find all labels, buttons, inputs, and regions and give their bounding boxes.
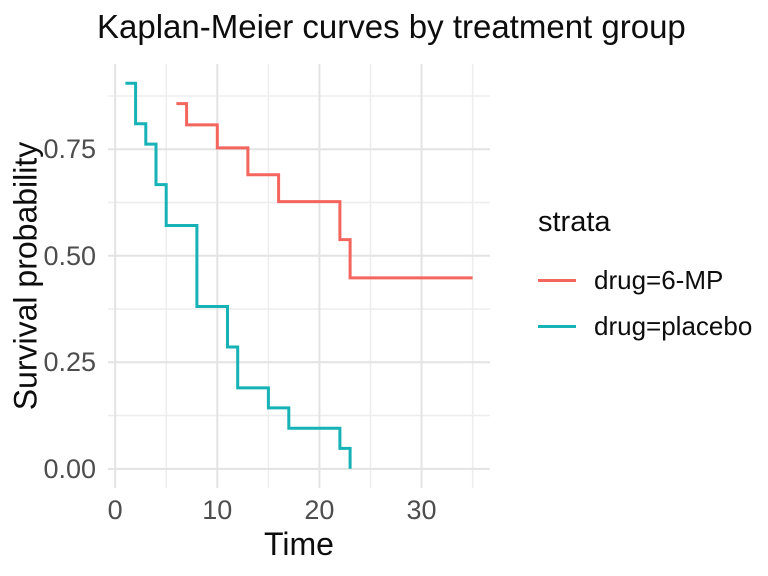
series-line-drug-6-MP [176,102,473,280]
legend-item-label: drug=6-MP [594,264,724,295]
x-tick-label: 30 [406,495,437,525]
y-tick-label: 0.00 [43,453,96,484]
legend-key-line [538,278,576,282]
legend-item: drug=6-MP [538,257,752,303]
x-tick-label: 10 [202,495,233,525]
x-tick-label: 20 [304,495,335,525]
chart-title: Kaplan-Meier curves by treatment group [97,8,686,45]
y-tick-label: 0.50 [43,240,96,271]
legend-title: strata [538,206,611,238]
legend-items: drug=6-MP drug=placebo [538,257,752,349]
legend-item: drug=placebo [538,303,752,349]
x-tick-label: 0 [107,495,123,525]
y-tick-label: 0.25 [43,347,96,378]
x-axis-title: Time [264,526,334,562]
legend: strata drug=6-MP drug=placebo [538,206,752,349]
series-line-drug-placebo [125,81,352,469]
y-tick-label: 0.75 [43,134,96,165]
legend-key-line [538,324,576,328]
legend-item-label: drug=placebo [594,310,753,341]
